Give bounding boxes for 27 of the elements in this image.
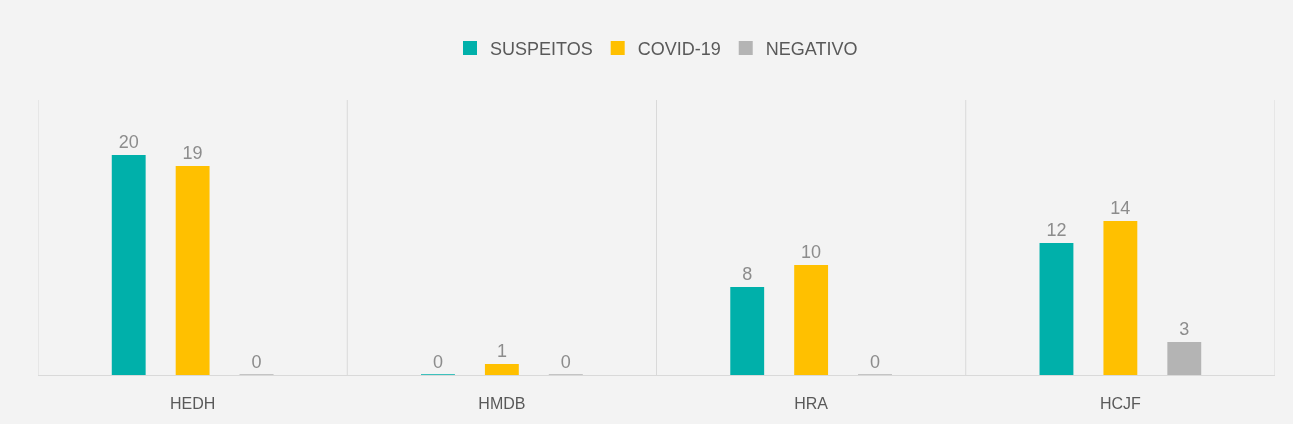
bar (484, 364, 519, 375)
data-label: 0 (432, 352, 443, 372)
bar (730, 287, 765, 375)
bar (794, 265, 829, 375)
data-label: 14 (1110, 198, 1131, 218)
data-label: 0 (560, 352, 571, 372)
data-label: 3 (1179, 319, 1190, 339)
x-tick-label: HRA (794, 395, 829, 413)
data-label: 1 (496, 341, 507, 361)
data-label: 0 (870, 352, 881, 372)
x-tick-label: HMDB (478, 395, 526, 413)
legend-label: COVID-19 (637, 38, 721, 59)
data-label: 8 (742, 264, 753, 284)
x-tick-label: HEDH (169, 395, 216, 413)
bar (1167, 342, 1202, 375)
bar (175, 166, 210, 375)
bar (1039, 243, 1074, 375)
data-label: 12 (1046, 220, 1067, 240)
data-label: 20 (118, 132, 139, 152)
data-label: 0 (251, 352, 262, 372)
bar (1103, 221, 1138, 375)
bar (111, 155, 146, 375)
data-label: 19 (182, 143, 203, 163)
data-label: 10 (801, 242, 822, 262)
legend-label: SUSPEITOS (490, 38, 593, 59)
x-tick-label: HCJF (1099, 395, 1142, 413)
legend-label: NEGATIVO (765, 38, 858, 59)
